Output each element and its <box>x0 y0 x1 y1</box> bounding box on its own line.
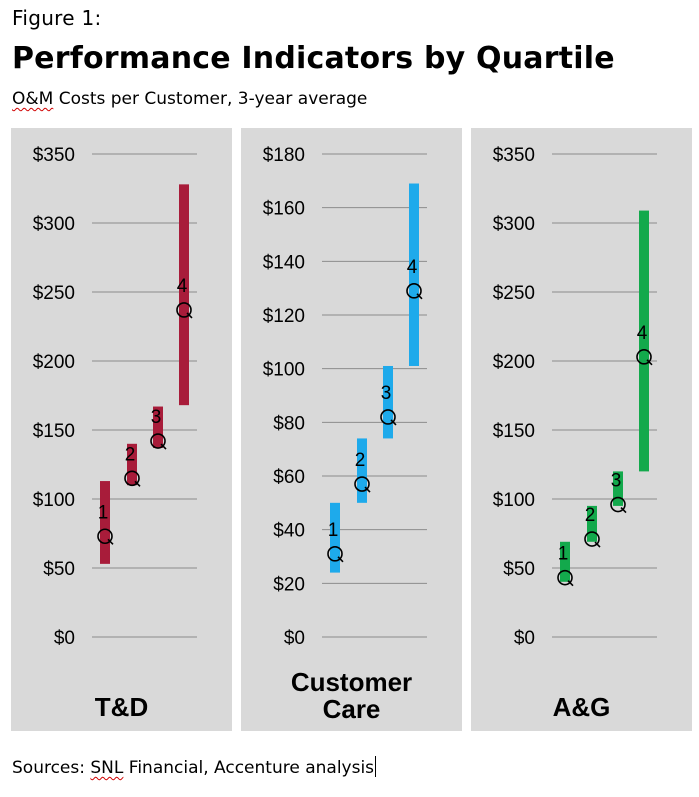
quartile-label: 4 <box>407 257 418 278</box>
subtitle-rest: Costs per Customer, 3-year average <box>53 89 368 109</box>
quartile-label: 1 <box>328 520 339 541</box>
median-marker-tail <box>594 541 601 548</box>
chart-ag: $0 $50 $100 $150 $200 $250 $300 $350 123 4 <box>493 145 657 649</box>
y-tick-label: $60 <box>273 467 305 488</box>
quartile-label: 3 <box>381 383 392 404</box>
chart-subtitle: O&M Costs per Customer, 3-year average <box>12 89 367 109</box>
quartile-bar <box>613 471 623 506</box>
median-marker <box>557 569 573 586</box>
sources-rest: Financial, Accenture analysis <box>123 758 375 778</box>
sources-prefix: Sources: <box>12 758 91 778</box>
y-tick-label: $180 <box>263 145 305 166</box>
y-tick-label: $150 <box>33 421 75 442</box>
figure-label: Figure 1: <box>12 6 102 30</box>
chart-td: $0 $50 $100 $150 $200 $250 $300 $350 1 23 4 <box>33 145 197 649</box>
y-tick-label: $300 <box>33 214 75 235</box>
quartile-bar <box>587 505 597 542</box>
y-tick-label: $200 <box>493 352 535 373</box>
median-marker <box>150 433 166 449</box>
y-tick-label: $350 <box>493 145 535 166</box>
panel-ag: $0 $50 $100 $150 $200 $250 $300 $350 1 2 3 4 A&G <box>471 128 692 731</box>
median-marker-tail <box>364 486 371 493</box>
y-tick-label: $100 <box>493 490 535 511</box>
quartile-bar <box>357 438 367 503</box>
y-tick-label: $0 <box>514 628 535 649</box>
median-marker-tail <box>646 359 653 366</box>
y-tick-label: $0 <box>54 628 75 649</box>
panel-label-line: A&G <box>552 692 611 722</box>
quartile-bar <box>409 183 419 366</box>
median-marker-tail <box>134 480 141 487</box>
quartile-label: 2 <box>585 505 596 526</box>
quartile-label: 4 <box>177 276 188 297</box>
y-tick-label: $100 <box>33 490 75 511</box>
median-marker-tail <box>337 556 344 563</box>
quartile-label: 1 <box>558 544 569 565</box>
panel-label-customer-care: Customer Care <box>241 669 462 723</box>
median-marker-tail <box>620 506 627 514</box>
chart-title: Performance Indicators by Quartile <box>12 41 615 76</box>
quartile-bar <box>100 481 110 564</box>
subtitle-om: O&M <box>12 89 54 109</box>
y-tick-label: $50 <box>43 559 75 580</box>
y-tick-label: $300 <box>493 214 535 235</box>
panel-label-line: T&D <box>94 692 149 722</box>
quartile-label: 1 <box>98 502 109 523</box>
median-marker <box>97 528 113 545</box>
panel-label-ag: A&G <box>471 694 692 721</box>
quartile-bar <box>127 443 137 486</box>
panel-label-line: Customer <box>290 667 413 697</box>
y-tick-label: $120 <box>263 306 305 327</box>
y-tick-label: $200 <box>33 352 75 373</box>
quartile-bar <box>330 502 340 573</box>
median-marker-tail <box>390 419 397 426</box>
quartile-label: 2 <box>355 450 366 471</box>
y-tick-label: $40 <box>273 521 305 542</box>
panel-customer-care: $0 $20 $40 $60 $80 $100 $120 $140 $160 $180 1 2 3 4 C… <box>241 128 462 731</box>
quartile-bar <box>560 541 570 582</box>
sources-note: Sources: SNL Financial, Accenture analys… <box>12 756 377 778</box>
median-marker <box>176 302 192 318</box>
sources-snl: SNL <box>90 758 124 778</box>
quartile-label: 3 <box>611 471 622 492</box>
quartile-bar <box>153 406 163 448</box>
median-marker <box>406 283 422 299</box>
quartile-bar <box>179 184 189 406</box>
quartile-bar <box>639 210 649 472</box>
quartile-label: 4 <box>637 323 648 344</box>
y-tick-label: $0 <box>284 628 305 649</box>
median-marker <box>327 546 343 562</box>
median-marker <box>354 476 370 492</box>
median-marker <box>636 349 652 365</box>
panel-td: $0 $50 $100 $150 $200 $250 $300 $350 1 2 3 4 T&D <box>11 128 232 731</box>
median-marker-tail <box>567 580 574 587</box>
y-tick-label: $80 <box>273 413 305 434</box>
median-marker <box>584 531 600 547</box>
quartile-bar <box>383 365 393 439</box>
y-tick-label: $150 <box>493 421 535 442</box>
panel-label-line: Care <box>322 694 381 724</box>
quartile-label: 3 <box>151 407 162 428</box>
median-marker-tail <box>186 312 193 319</box>
y-tick-label: $50 <box>503 559 535 580</box>
y-tick-label: $20 <box>273 574 305 595</box>
median-marker <box>124 470 140 487</box>
y-tick-label: $100 <box>263 360 305 381</box>
median-marker <box>380 409 396 425</box>
median-marker-tail <box>160 443 167 450</box>
panel-label-td: T&D <box>11 694 232 721</box>
median-marker <box>610 496 626 513</box>
quartile-label: 2 <box>125 444 136 465</box>
y-tick-label: $250 <box>33 283 75 304</box>
y-tick-label: $250 <box>493 283 535 304</box>
chart-customer-care: $0 $20 $40 $60 $80 $100 $120 $140 $160 $180 1 2 3 4 <box>263 145 427 649</box>
y-tick-label: $350 <box>33 145 75 166</box>
median-marker-tail <box>107 538 114 545</box>
y-tick-label: $160 <box>263 199 305 220</box>
median-marker-tail <box>416 293 423 300</box>
text-cursor <box>375 756 377 777</box>
y-tick-label: $140 <box>263 252 305 273</box>
